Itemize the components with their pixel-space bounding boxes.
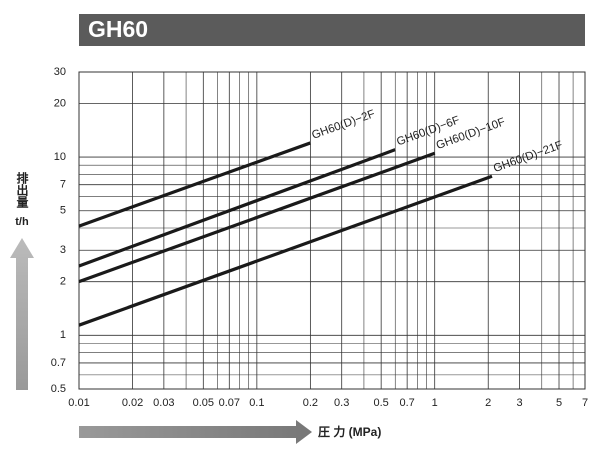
x-tick-label: 0.7 bbox=[400, 397, 415, 409]
y-tick-label: 7 bbox=[60, 179, 66, 191]
x-tick-label: 0.07 bbox=[219, 397, 240, 409]
y-arrow bbox=[10, 238, 34, 390]
x-tick-label: 0.02 bbox=[122, 397, 143, 409]
y-tick-label: 30 bbox=[54, 66, 66, 78]
x-tick-label: 0.2 bbox=[303, 397, 318, 409]
y-tick-label: 0.5 bbox=[51, 383, 66, 395]
y-tick-label: 3 bbox=[60, 244, 66, 256]
series-line bbox=[78, 151, 436, 284]
y-tick-label: 5 bbox=[60, 205, 66, 217]
y-tick-label: 2 bbox=[60, 276, 66, 288]
series-line bbox=[78, 148, 396, 268]
chart-title: GH60 bbox=[88, 16, 148, 42]
x-tick-label: 0.5 bbox=[374, 397, 389, 409]
x-tick-label: 3 bbox=[516, 397, 522, 409]
x-tick-label: 2 bbox=[485, 397, 491, 409]
x-axis-label: 圧 力 (MPa) bbox=[318, 424, 381, 439]
y-tick-label: 0.7 bbox=[51, 357, 66, 369]
y-tick-label: 10 bbox=[54, 151, 66, 163]
title-bar bbox=[79, 14, 585, 46]
y-tick-label: 1 bbox=[60, 329, 66, 341]
x-tick-label: 1 bbox=[432, 397, 438, 409]
y-axis-label: 排出量 bbox=[15, 171, 29, 208]
x-tick-label: 0.3 bbox=[334, 397, 349, 409]
y-axis-unit: t/h bbox=[15, 216, 29, 228]
x-tick-label: 0.05 bbox=[193, 397, 214, 409]
plot-frame bbox=[78, 71, 586, 390]
x-tick-label: 0.1 bbox=[249, 397, 264, 409]
series-line bbox=[78, 141, 311, 228]
x-arrow bbox=[79, 420, 312, 444]
y-tick-label: 20 bbox=[54, 97, 66, 109]
x-tick-label: 7 bbox=[582, 397, 588, 409]
x-tick-label: 5 bbox=[556, 397, 562, 409]
series-line bbox=[78, 174, 493, 327]
x-tick-label: 0.03 bbox=[153, 397, 174, 409]
x-tick-label: 0.01 bbox=[68, 397, 89, 409]
series-label: GH60(D)−2F bbox=[310, 108, 376, 142]
